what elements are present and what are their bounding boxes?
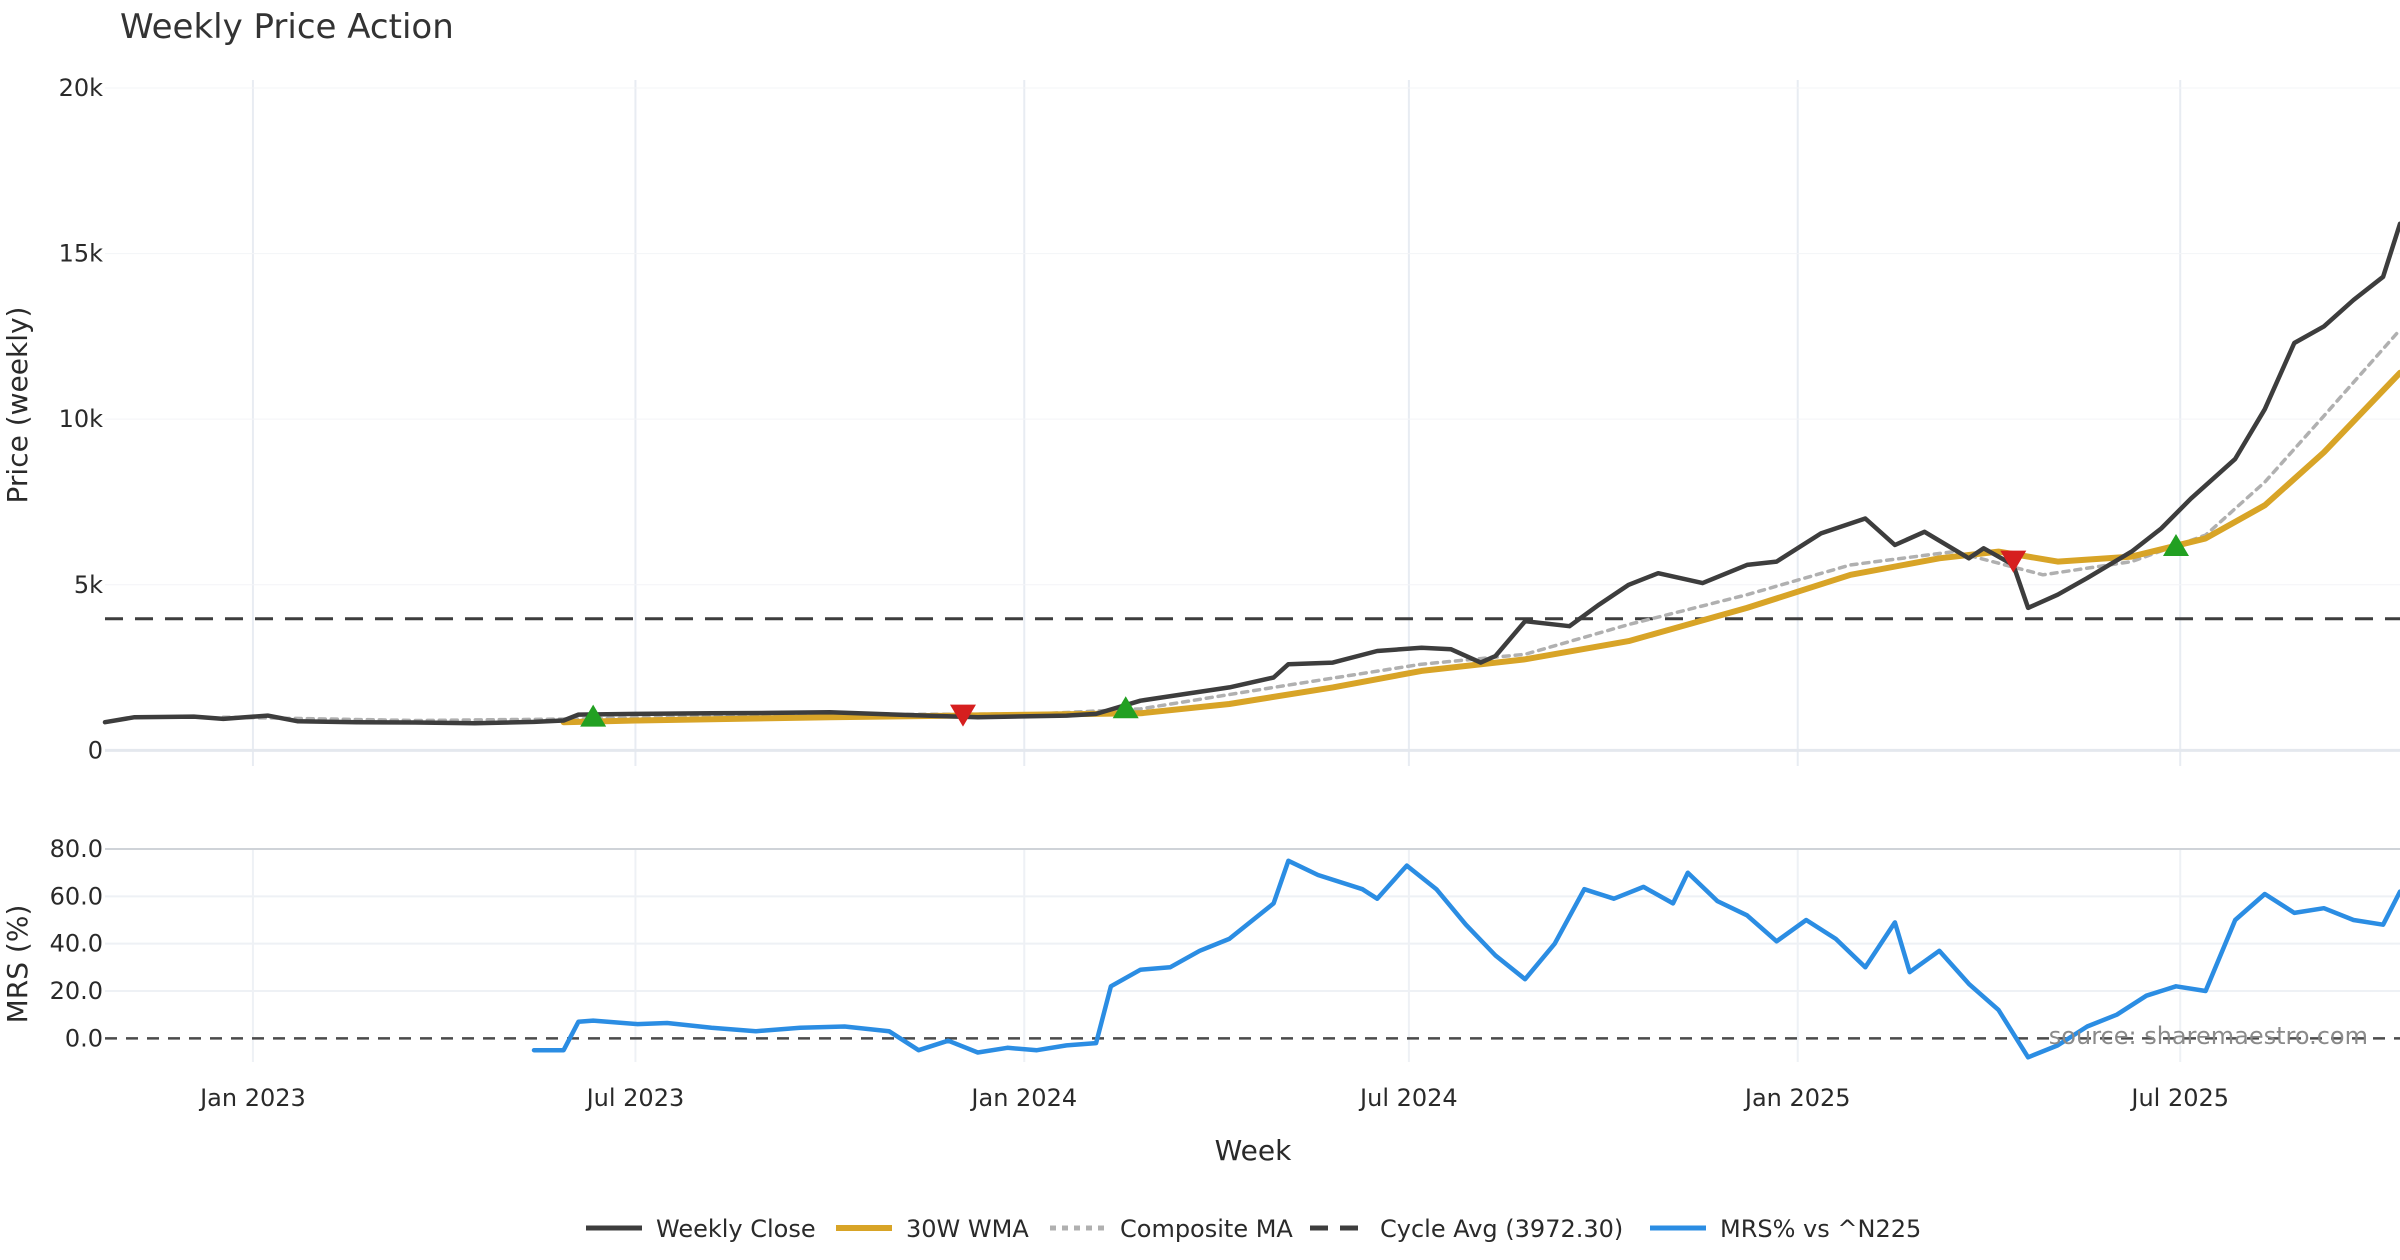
chart-legend: Weekly Close 30W WMA Composite MA Cycle Avg… bbox=[586, 1215, 1921, 1243]
x-tick-label: Jan 2023 bbox=[198, 1084, 306, 1112]
mrs-y-tick-label: 0.0 bbox=[65, 1024, 103, 1052]
x-tick-label: Jul 2025 bbox=[2129, 1084, 2229, 1112]
mrs-series-layer bbox=[531, 858, 2400, 1060]
mrs-y-axis-label: MRS (%) bbox=[1, 905, 34, 1024]
legend-label-cycle-avg-3972-30: Cycle Avg (3972.30) bbox=[1380, 1215, 1623, 1243]
mrs-panel-grid: 0.0 20.0 40.0 60.0 80.0 bbox=[50, 835, 2400, 1062]
mrs-y-tick-label: 40.0 bbox=[50, 930, 103, 958]
buy-signal-marker bbox=[1112, 696, 1139, 719]
buy-signal-marker bbox=[2162, 534, 2189, 557]
price-y-tick-label: 10k bbox=[59, 405, 104, 433]
sell-signal-marker bbox=[949, 704, 976, 727]
legend-label-30w-wma: 30W WMA bbox=[906, 1215, 1029, 1243]
legend-label-composite-ma: Composite MA bbox=[1120, 1215, 1293, 1243]
x-tick-label: Jul 2024 bbox=[1358, 1084, 1458, 1112]
legend-label-mrs-vs-n225: MRS% vs ^N225 bbox=[1720, 1215, 1921, 1243]
series-weekly-close-line bbox=[102, 221, 2400, 726]
mrs-y-tick-label: 20.0 bbox=[50, 977, 103, 1005]
x-axis-ticks: Jan 2023 Jul 2023 Jan 2024 Jul 2024 Jan 2025… bbox=[198, 1084, 2229, 1112]
chart-title: Weekly Price Action bbox=[120, 7, 454, 47]
signal-markers bbox=[580, 534, 2189, 727]
price-y-tick-label: 5k bbox=[74, 571, 103, 599]
mrs-y-tick-label: 60.0 bbox=[50, 882, 103, 910]
x-tick-label: Jan 2024 bbox=[969, 1084, 1077, 1112]
price-y-axis-label: Price (weekly) bbox=[1, 307, 34, 504]
price-panel-grid: 0 5k 10k 15k 20k bbox=[59, 74, 2400, 766]
x-axis-label: Week bbox=[1215, 1134, 1292, 1167]
mrs-y-tick-label: 80.0 bbox=[50, 835, 103, 863]
price-series-layer bbox=[102, 221, 2400, 726]
series-mrs-vs-n225-line bbox=[531, 858, 2400, 1060]
price-y-tick-label: 15k bbox=[59, 240, 104, 268]
legend-label-weekly-close: Weekly Close bbox=[656, 1215, 816, 1243]
price-y-tick-label: 0 bbox=[88, 736, 103, 764]
series-30w-wma-line bbox=[560, 369, 2400, 726]
x-tick-label: Jan 2025 bbox=[1743, 1084, 1851, 1112]
source-credit: source: sharemaestro.com bbox=[2049, 1022, 2368, 1050]
sell-signal-marker bbox=[2000, 550, 2027, 573]
buy-signal-marker bbox=[580, 704, 607, 727]
x-tick-label: Jul 2023 bbox=[585, 1084, 685, 1112]
price-y-tick-label: 20k bbox=[59, 74, 104, 102]
